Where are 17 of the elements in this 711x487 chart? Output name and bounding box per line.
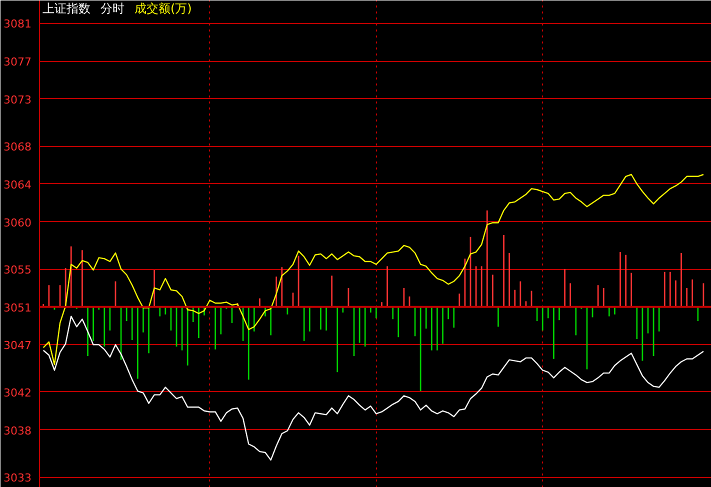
y-tick-label: 3047 [4, 339, 32, 352]
y-tick-label: 3073 [4, 93, 32, 106]
y-tick-label: 3038 [4, 424, 32, 438]
line-series [42, 174, 704, 366]
y-tick-label: 3033 [4, 472, 32, 485]
y-tick-label: 3064 [4, 178, 32, 192]
y-tick-label: 3060 [4, 216, 32, 230]
y-tick-label: 3042 [4, 386, 32, 400]
line-series [42, 316, 704, 461]
y-tick-label: 3051 [4, 301, 32, 314]
y-tick-label: 3068 [4, 140, 32, 154]
y-tick-label: 3077 [4, 56, 32, 69]
y-tick-label: 3081 [4, 18, 32, 31]
chart-title: 分时 [100, 2, 124, 16]
y-tick-label: 3055 [4, 264, 32, 277]
text: 上证指数 [42, 2, 90, 16]
text: 成交额(万) [134, 2, 192, 16]
